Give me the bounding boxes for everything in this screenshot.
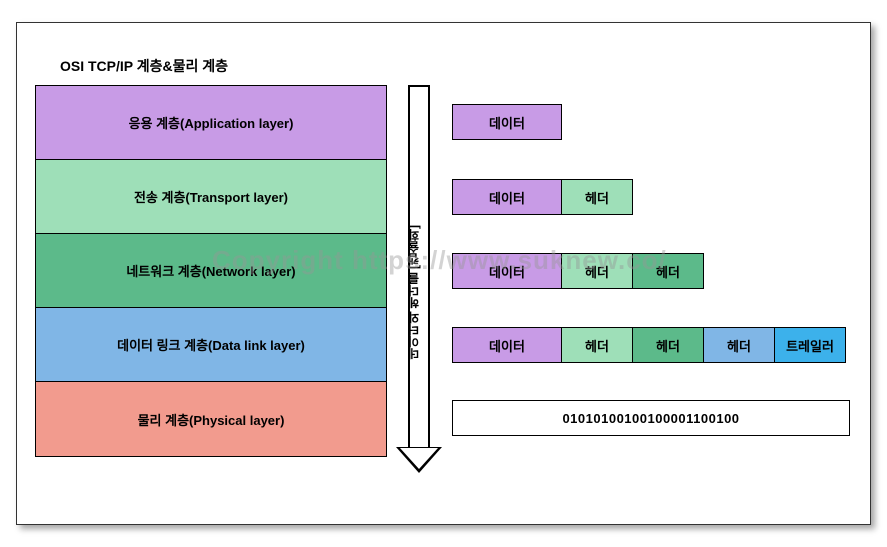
segment-3-2: 헤더 xyxy=(632,327,704,363)
encap-row-3: 데이터헤더헤더헤더트레일러 xyxy=(452,327,846,363)
segment-1-0: 데이터 xyxy=(452,179,562,215)
diagram-title: OSI TCP/IP 계층&물리 계층 xyxy=(60,56,228,76)
segment-0-0: 데이터 xyxy=(452,104,562,140)
layer-2: 네트워크 계층(Network layer) xyxy=(36,234,386,308)
layer-0: 응용 계층(Application layer) xyxy=(36,86,386,160)
segment-2-2: 헤더 xyxy=(632,253,704,289)
encap-row-2: 데이터헤더헤더 xyxy=(452,253,704,289)
segment-1-1: 헤더 xyxy=(561,179,633,215)
layer-1: 전송 계층(Transport layer) xyxy=(36,160,386,234)
segment-3-3: 헤더 xyxy=(703,327,775,363)
segment-3-0: 데이터 xyxy=(452,327,562,363)
diagram-frame: OSI TCP/IP 계층&물리 계층 응용 계층(Application la… xyxy=(16,22,871,525)
arrow-label: 데이터와 헤더를 [캡슐화] xyxy=(408,225,430,360)
segment-2-0: 데이터 xyxy=(452,253,562,289)
arrow-head-icon xyxy=(396,447,442,473)
encap-row-0: 데이터 xyxy=(452,104,562,140)
segment-2-1: 헤더 xyxy=(561,253,633,289)
segment-3-4: 트레일러 xyxy=(774,327,846,363)
layer-stack: 응용 계층(Application layer)전송 계층(Transport … xyxy=(35,85,387,457)
encapsulation-arrow: 데이터와 헤더를 [캡슐화] xyxy=(398,85,440,480)
layer-3: 데이터 링크 계층(Data link layer) xyxy=(36,308,386,382)
layer-4: 물리 계층(Physical layer) xyxy=(36,382,386,456)
encap-row-1: 데이터헤더 xyxy=(452,179,633,215)
physical-bits: 01010100100100001100100 xyxy=(452,400,850,436)
segment-3-1: 헤더 xyxy=(561,327,633,363)
